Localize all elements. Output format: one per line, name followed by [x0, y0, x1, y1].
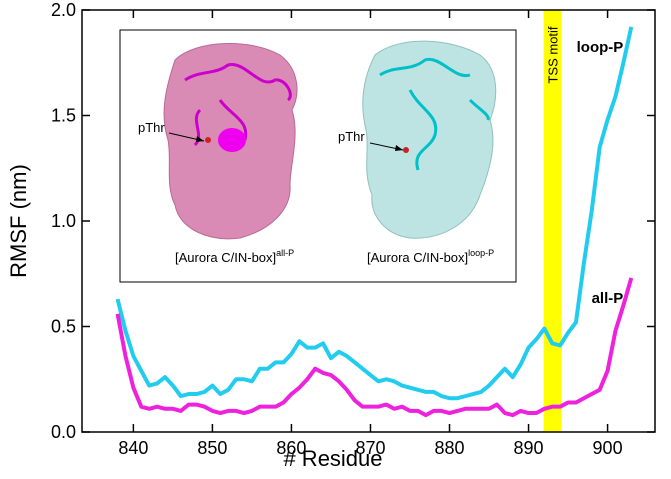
highlight-label: TSS motif [546, 26, 561, 83]
inset: pThr pThr [Aurora C/IN-box]all-P [Aurora… [119, 29, 517, 283]
protein-loop-p [362, 40, 497, 239]
highlight-band [543, 10, 562, 432]
y-axis-label: RMSF (nm) [6, 164, 31, 278]
x-tick-label: 840 [118, 438, 148, 458]
inset-caption: [Aurora C/IN-box]loop-P [367, 248, 494, 265]
caption-text: [Aurora C/IN-box] [367, 250, 468, 265]
x-tick-label: 890 [514, 438, 544, 458]
series-label: all-P [592, 290, 624, 307]
line [115, 277, 634, 418]
y-tick-label: 0.5 [51, 317, 76, 337]
x-tick-label: 880 [434, 438, 464, 458]
protein-all-p [163, 43, 298, 240]
y-tick-label: 1.5 [51, 106, 76, 126]
caption-superscript: all-P [276, 248, 294, 258]
x-tick-label: 860 [276, 438, 306, 458]
y-tick-label: 2.0 [51, 0, 76, 20]
y-tick-label: 0.0 [51, 422, 76, 442]
inset-label: pThr [138, 120, 165, 135]
x-tick-label: 850 [197, 438, 227, 458]
y-tick-label: 1.0 [51, 211, 76, 231]
x-tick-label: 900 [593, 438, 623, 458]
inset-caption: [Aurora C/IN-box]all-P [175, 248, 294, 265]
x-tick-label: 870 [355, 438, 385, 458]
x-axis-label: # Residue [283, 446, 382, 471]
series-label: loop-P [577, 39, 624, 56]
line [115, 26, 634, 401]
inset-label: pThr [338, 129, 365, 144]
caption-text: [Aurora C/IN-box] [175, 250, 276, 265]
caption-superscript: loop-P [468, 248, 494, 258]
